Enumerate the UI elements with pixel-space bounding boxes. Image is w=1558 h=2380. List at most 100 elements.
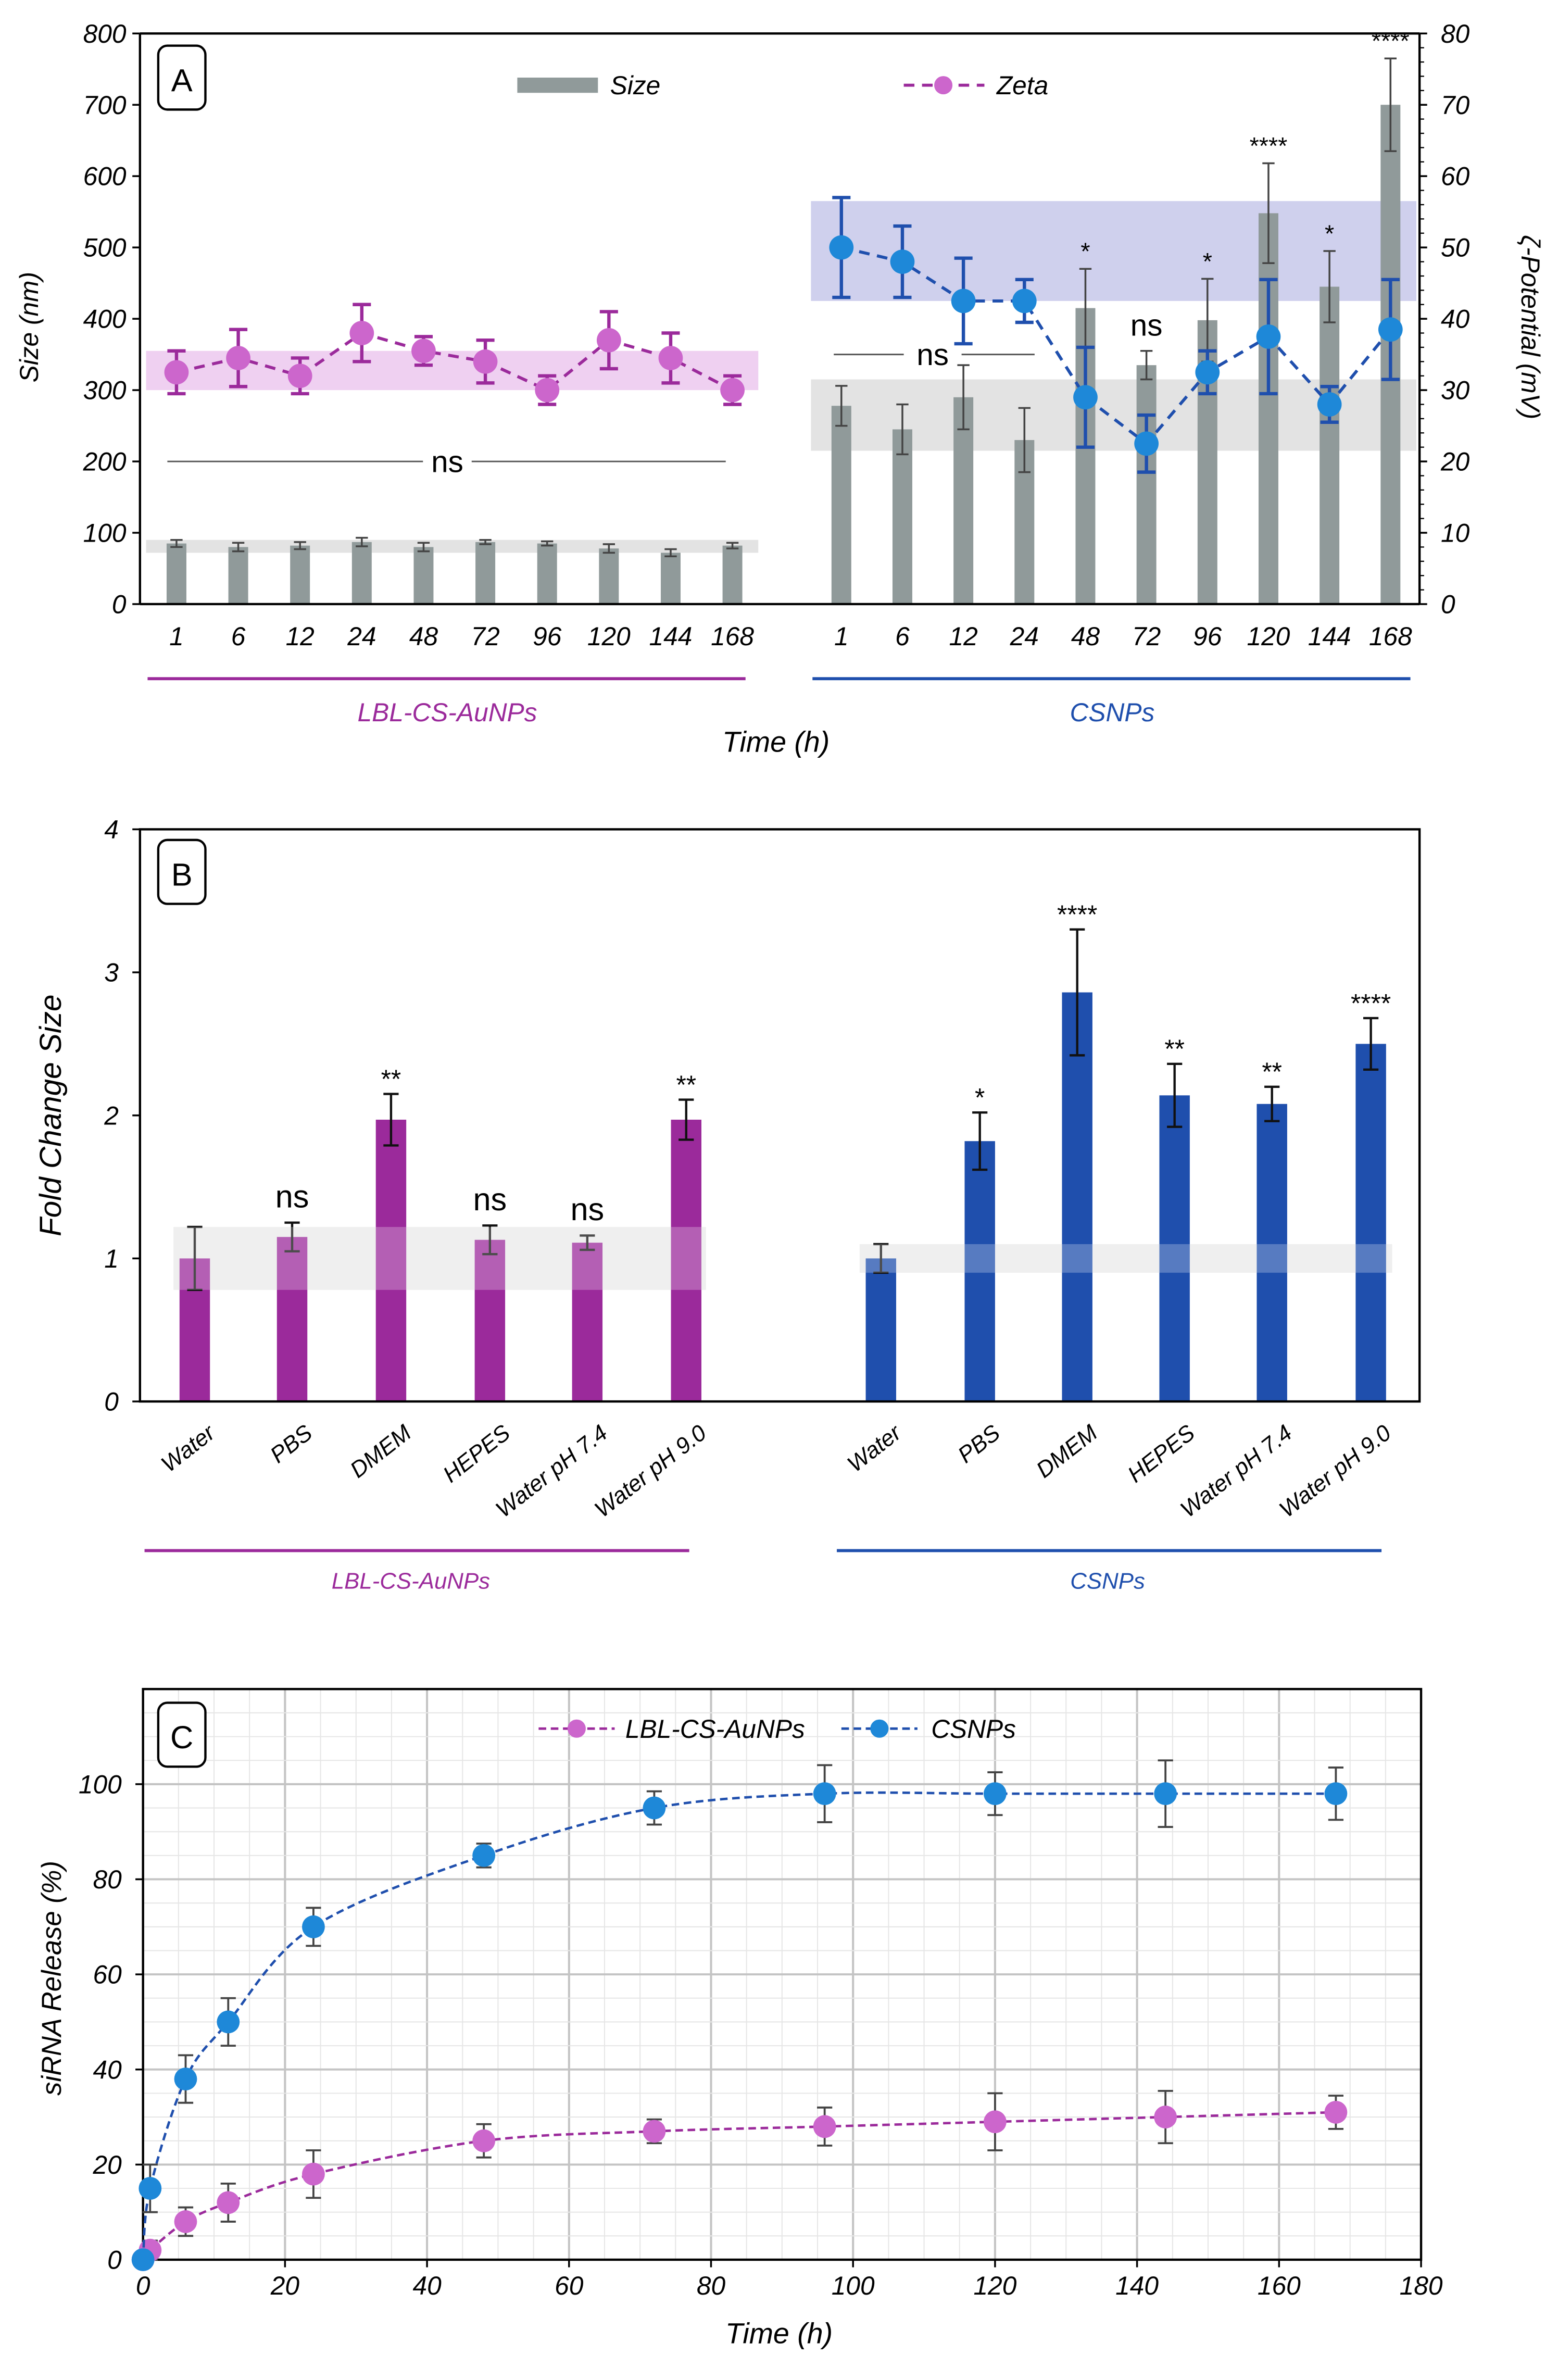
y-tick-label: 600 (83, 162, 127, 191)
series-point (983, 2110, 1007, 2134)
panel-b-y-label: Fold Change Size (34, 995, 68, 1236)
size-bar (351, 542, 372, 604)
zeta-point (535, 378, 560, 403)
significance-label: ns (1130, 309, 1163, 343)
size-bar (228, 547, 248, 604)
size-bar (413, 547, 434, 604)
size-bar (166, 543, 186, 604)
legend-zeta-label: Zeta (996, 71, 1048, 100)
y-tick-label: 100 (83, 519, 127, 548)
series-point (813, 2115, 836, 2138)
zeta-point (658, 346, 683, 370)
size-bar (537, 543, 557, 604)
group-label-csnp-b: CSNPs (1070, 1568, 1145, 1594)
fold-bar (277, 1237, 308, 1402)
y-tick-label: 0 (104, 1387, 119, 1417)
y-tick-label: 200 (83, 447, 127, 477)
x-tick-label: 80 (697, 2271, 726, 2300)
series-point (643, 1796, 666, 1820)
legend-zeta-marker (934, 76, 953, 95)
zeta-point (720, 378, 745, 403)
fold-bar (865, 1258, 896, 1402)
legend-size-label: Size (610, 71, 661, 100)
significance-label: ** (1262, 1057, 1282, 1086)
group-label-csnp-a: CSNPs (1070, 698, 1154, 727)
panel-a-y-label: Size (nm) (15, 272, 44, 382)
significance-label: **** (1351, 988, 1391, 1018)
series-point (174, 2210, 197, 2233)
significance-label: **** (1057, 900, 1097, 929)
x-tick-label: 168 (711, 622, 754, 651)
y-right-tick-label: 20 (1440, 447, 1470, 477)
panel-a-letter: A (171, 62, 193, 98)
y-tick-label: 0 (112, 590, 127, 619)
x-tick-label: 1 (169, 622, 184, 651)
x-tick-label: 100 (832, 2271, 875, 2300)
series-line (142, 2111, 1336, 2261)
x-tick-label: 20 (270, 2271, 300, 2300)
significance-label: ns (473, 1182, 507, 1218)
y-tick-label: 0 (107, 2246, 122, 2275)
panel-a-y-right-label: ζ-Potential (mV) (1516, 235, 1545, 419)
panel-a-axes: 0 100 200 300 400 500 600 700 800 0 10 20 30 40 50 60 70… (83, 19, 1470, 651)
y-tick-label: 2 (104, 1101, 119, 1130)
significance-label: * (1080, 238, 1090, 265)
x-tick-label: 6 (895, 622, 910, 651)
panel-b-bars (173, 928, 1392, 1402)
panel-a-zeta-lines (164, 196, 1403, 474)
fold-bar (572, 1243, 603, 1402)
y-tick-label: 60 (93, 1960, 122, 1989)
significance-label: * (1203, 248, 1212, 275)
panel-a-x-label: Time (h) (722, 725, 830, 758)
x-tick-label: 168 (1369, 622, 1412, 651)
zeta-point (349, 321, 374, 345)
significance-label: ** (676, 1070, 696, 1099)
y-tick-label: 40 (93, 2055, 122, 2084)
y-tick-label: 20 (93, 2150, 122, 2179)
panel-c: 0 20 40 60 80 100 120 140 160 180 0 20 40 60 80 100 C L… (36, 1688, 1443, 2350)
x-tick-label: 140 (1115, 2271, 1159, 2300)
panel-b-badge (157, 838, 207, 905)
panel-a-bands (146, 201, 1416, 553)
panel-a-badge (157, 44, 207, 111)
x-tick-label: 6 (231, 622, 246, 651)
zeta-point (473, 349, 498, 374)
series-point (983, 1782, 1007, 1806)
size-bar (599, 548, 619, 604)
legend-csnp-label: CSNPs (931, 1714, 1016, 1744)
panel-a-legend: Size Zeta (517, 71, 1048, 100)
series-point (139, 2177, 162, 2200)
series-point (813, 1782, 836, 1806)
size-bar (660, 553, 681, 604)
zeta-point (951, 289, 976, 314)
zeta-point (1378, 317, 1403, 342)
y-tick-label: 500 (83, 233, 127, 262)
panel-c-axes: 0 20 40 60 80 100 120 140 160 180 0 20 40 60 80 100 (79, 1688, 1443, 2300)
zeta-band-1 (811, 201, 1416, 301)
group-label-lbl-a: LBL-CS-AuNPs (358, 698, 537, 727)
zeta-point (287, 364, 312, 389)
x-tick-label: 72 (471, 622, 499, 651)
y-tick-label: 1 (104, 1244, 119, 1273)
y-right-tick-label: 60 (1441, 162, 1470, 191)
y-tick-label: 800 (83, 19, 127, 48)
zeta-point (1012, 289, 1037, 314)
zeta-line (176, 331, 733, 392)
series-point (643, 2120, 666, 2143)
zeta-point (164, 360, 189, 385)
significance-label: **** (1250, 132, 1288, 159)
significance-label: ** (381, 1064, 401, 1094)
x-tick-label: 1 (834, 622, 849, 651)
y-tick-label: 700 (83, 91, 127, 120)
significance-label: * (1325, 220, 1334, 247)
fold-band-overlay-lbl (173, 1226, 706, 1290)
series-point (301, 1915, 325, 1938)
fold-bar (1257, 1104, 1287, 1402)
zeta-point (1195, 360, 1220, 385)
series-point (217, 2191, 240, 2214)
x-tick-label: 120 (1247, 622, 1290, 651)
panel-b-annotations: ns**ns ns** ************* (275, 900, 1391, 1227)
